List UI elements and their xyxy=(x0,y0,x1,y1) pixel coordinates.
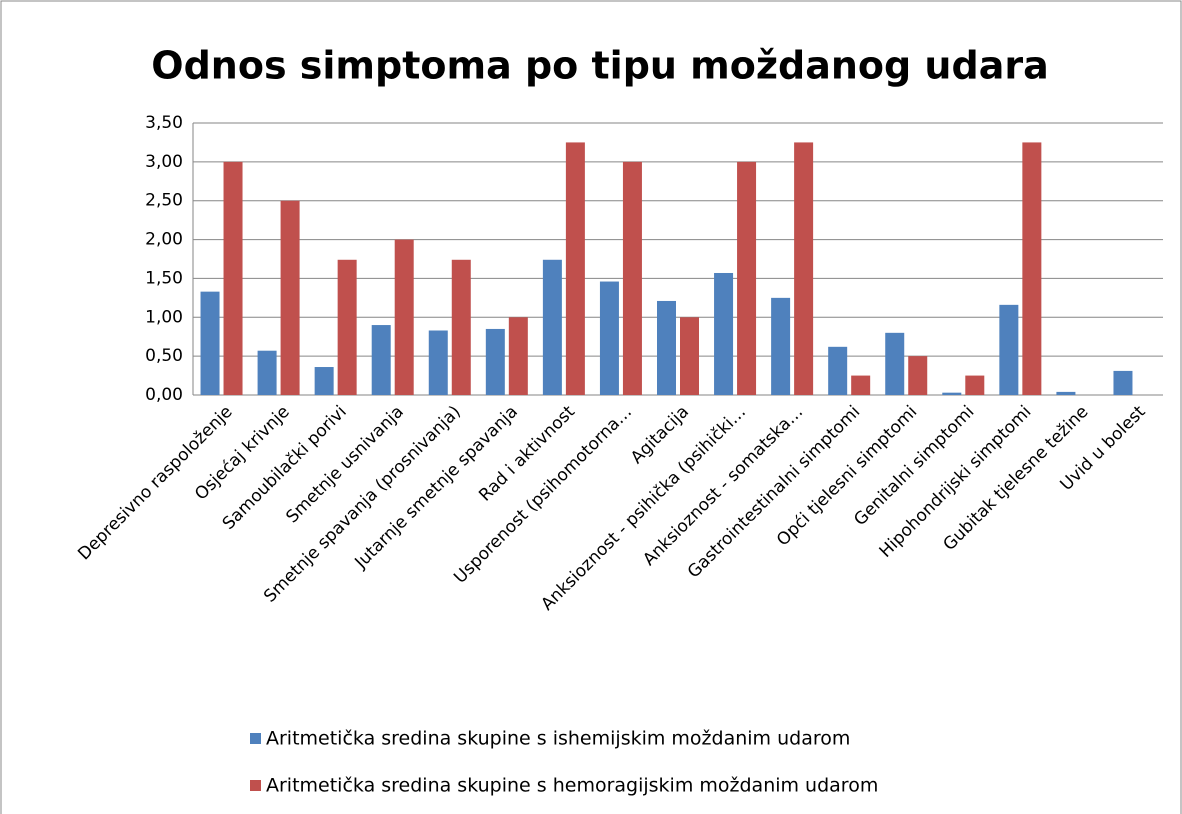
bar xyxy=(428,330,448,395)
bar xyxy=(942,392,962,395)
bar xyxy=(1056,391,1076,395)
bar xyxy=(737,161,757,395)
bar xyxy=(828,346,848,395)
bar xyxy=(371,325,391,395)
bar xyxy=(508,317,528,395)
legend-swatch xyxy=(250,733,261,744)
bar xyxy=(394,239,414,395)
bar xyxy=(965,375,985,395)
bar xyxy=(771,297,791,395)
bar xyxy=(451,259,471,395)
y-tick-label: 3,00 xyxy=(145,152,183,172)
y-tick-label: 3,50 xyxy=(145,113,183,133)
bar xyxy=(714,272,734,395)
y-tick-label: 2,00 xyxy=(145,230,183,250)
bar xyxy=(337,259,357,395)
bar xyxy=(257,350,277,395)
y-tick-label: 1,50 xyxy=(145,268,183,288)
y-tick-label: 0,00 xyxy=(145,385,183,405)
legend-label: Aritmetička sredina skupine s ishemijski… xyxy=(266,728,850,750)
legend-swatch xyxy=(250,780,261,791)
bar xyxy=(657,300,676,395)
bar xyxy=(794,142,814,395)
bar xyxy=(200,291,220,395)
bar xyxy=(908,356,928,395)
bar xyxy=(565,142,585,395)
bar xyxy=(223,161,243,395)
bar xyxy=(599,281,619,395)
y-tick-label: 1,00 xyxy=(145,307,183,327)
y-tick-label: 0,50 xyxy=(145,346,183,366)
y-tick-label: 2,50 xyxy=(145,191,183,211)
bar xyxy=(1113,370,1133,395)
chart-title: Odnos simptoma po tipu moždanog udara xyxy=(151,44,1048,88)
bar xyxy=(680,317,699,395)
bar xyxy=(851,375,871,395)
bar xyxy=(999,304,1019,395)
bar xyxy=(314,367,334,395)
bar xyxy=(622,161,642,395)
bar xyxy=(280,200,300,395)
bar xyxy=(485,328,505,395)
bar xyxy=(1022,142,1042,395)
bar xyxy=(885,332,905,395)
legend-label: Aritmetička sredina skupine s hemoragijs… xyxy=(266,775,878,797)
bar xyxy=(542,259,562,395)
